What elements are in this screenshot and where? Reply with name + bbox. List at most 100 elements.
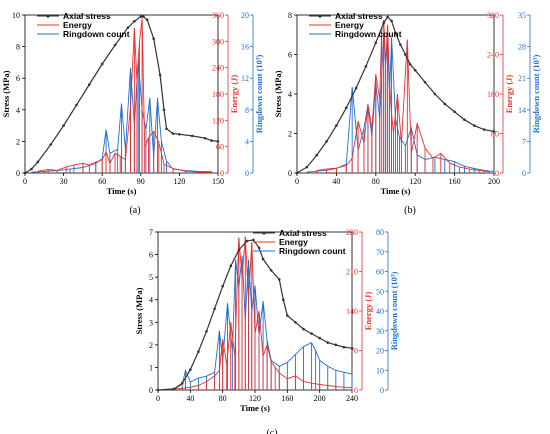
legend-marker (262, 231, 266, 235)
ringdown-tick-label: 40 (376, 307, 384, 316)
stress-point (305, 165, 309, 169)
y-tick-label: 1 (149, 363, 153, 372)
stress-point (216, 140, 220, 143)
stress-point (335, 124, 338, 127)
y-tick-label: 3 (149, 318, 153, 327)
y-tick-label: 8 (288, 11, 292, 20)
stress-point (180, 381, 184, 385)
y-tick-label: 7 (149, 228, 153, 237)
stress-point (374, 41, 378, 44)
y-tick-label: 5 (149, 273, 153, 282)
ringdown-tick-label: 80 (376, 228, 384, 237)
y-axis-label-energy: Energy (J) (229, 75, 239, 114)
y-tick-label: 0 (288, 169, 292, 178)
energy-tick-label: 140 (346, 307, 358, 316)
stress-point (482, 128, 486, 131)
ringdown-tick-label: 0 (522, 169, 526, 178)
ringdown-tick-label: 70 (376, 248, 384, 257)
ringdown-tick-label: 21 (518, 74, 526, 83)
stress-point (269, 269, 273, 272)
stress-point (139, 15, 143, 18)
stress-point (113, 43, 117, 47)
legend-label: Energy (279, 237, 308, 247)
stress-point (364, 65, 368, 68)
energy-series-line (37, 18, 212, 174)
stress-point (171, 132, 175, 135)
ringdown-tick-label: 7 (522, 137, 526, 146)
energy-tick-label: 280 (346, 228, 358, 237)
x-tick-label: 90 (137, 177, 145, 186)
stress-point (189, 368, 192, 371)
y-tick-label: 0 (149, 386, 153, 395)
legend-label: Axial stress (279, 228, 327, 238)
stress-point (49, 143, 53, 146)
stress-point (390, 19, 393, 23)
energy-series-line (316, 19, 490, 172)
stress-point (443, 102, 447, 106)
stress-point (382, 21, 385, 25)
stress-point (156, 388, 160, 392)
legend-label: Energy (335, 20, 364, 30)
stress-point (190, 134, 194, 138)
y-tick-label: 2 (16, 137, 20, 146)
y-axis-label-energy: Energy (J) (504, 75, 514, 114)
x-axis-label: Time (s) (381, 186, 411, 196)
energy-tick-label: 0 (220, 169, 224, 178)
stress-point (277, 278, 281, 281)
y-axis-label-stress: Stress (MPa) (273, 70, 283, 117)
y-tick-label: 4 (16, 106, 20, 115)
stress-point (350, 346, 354, 350)
ringdown-tick-label: 10 (376, 366, 384, 375)
x-tick-label: 30 (60, 177, 68, 186)
legend-label: Axial stress (63, 11, 111, 21)
energy-tick-label: 320 (487, 11, 499, 20)
legend-label: Ringdown count (279, 246, 346, 256)
ringdown-tick-label: 20 (241, 11, 249, 20)
legend-marker (46, 14, 50, 18)
stress-point (334, 343, 338, 347)
stress-point (221, 284, 224, 288)
y-axis-label-ringdown: Ringdown count (10³) (389, 272, 399, 351)
stress-point (257, 246, 261, 250)
stress-point (386, 15, 389, 19)
panel-label: (b) (404, 205, 416, 216)
ringdown-tick-label: 35 (518, 11, 526, 20)
ringdown-tick-label: 28 (518, 43, 526, 52)
stress-point (261, 257, 265, 261)
stress-point (463, 118, 466, 121)
energy-tick-label: 300 (212, 37, 224, 46)
y-tick-label: 6 (16, 74, 20, 83)
legend-label: Ringdown count (63, 29, 130, 39)
stress-point (433, 92, 437, 96)
stress-point (473, 124, 476, 127)
y-tick-label: 10 (12, 11, 20, 20)
stress-point (197, 350, 200, 353)
stress-point (203, 136, 207, 140)
y-axis-label-ringdown: Ringdown count (10³) (254, 55, 264, 134)
stress-point (294, 320, 297, 324)
energy-tick-label: 60 (216, 143, 224, 152)
x-tick-label: 40 (186, 394, 194, 403)
x-axis-label: Time (s) (107, 186, 137, 196)
ringdown-tick-label: 0 (245, 169, 249, 178)
ringdown-tick-label: 20 (376, 347, 384, 356)
energy-series-line (174, 236, 353, 390)
energy-tick-label: 80 (491, 130, 499, 139)
ringdown-tick-label: 14 (518, 106, 526, 115)
x-tick-label: 60 (98, 177, 106, 186)
stress-point (315, 153, 319, 157)
ringdown-tick-label: 16 (241, 43, 249, 52)
stress-point (453, 110, 456, 114)
legend-label: Energy (63, 20, 92, 30)
stress-point (302, 327, 305, 331)
y-tick-label: 4 (288, 90, 292, 99)
stress-point (342, 345, 346, 349)
energy-tick-label: 0 (354, 386, 358, 395)
ringdown-series-line (31, 59, 212, 173)
stress-point (325, 140, 328, 143)
energy-tick-label: 160 (487, 90, 499, 99)
ringdown-tick-label: 0 (380, 386, 384, 395)
stress-point (318, 336, 321, 340)
x-tick-label: 200 (314, 394, 326, 403)
